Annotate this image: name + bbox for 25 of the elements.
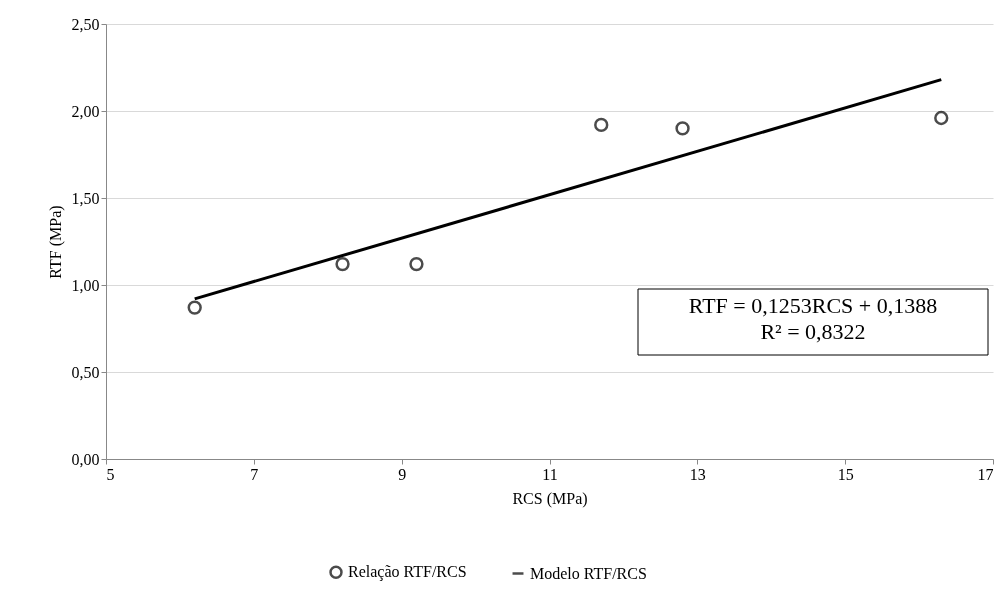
annotation: RTF = 0,1253RCS + 0,1388 <box>688 293 938 318</box>
point <box>594 117 609 133</box>
y-tick-label: 1,00 <box>71 276 100 294</box>
point <box>934 110 949 126</box>
y-tick-label: 2,50 <box>71 15 100 33</box>
x-tick-label: 13 <box>689 465 706 483</box>
point <box>335 256 350 272</box>
legend-label: Relação RTF/RCS <box>348 563 467 582</box>
y-tick-label: 2,00 <box>71 102 100 120</box>
point <box>187 300 202 315</box>
legend-label: Modelo RTF/RCS <box>530 564 647 582</box>
annotation: R² = 0,8322 <box>760 319 866 344</box>
x-axis-title: RCS (MPa) <box>512 489 588 508</box>
y-axis-title: RTF (MPa) <box>46 205 65 279</box>
y-tick-label: 0,50 <box>71 363 100 381</box>
x-tick-label: 17 <box>977 465 994 483</box>
y-tick-label: 0,00 <box>71 450 100 468</box>
point <box>409 256 424 272</box>
x-tick-label: 5 <box>106 465 115 483</box>
point <box>675 121 690 136</box>
x-tick-label: 15 <box>837 465 854 483</box>
x-tick-label: 9 <box>398 465 407 483</box>
x-tick-label: 7 <box>250 465 259 483</box>
x-tick-label: 11 <box>542 465 558 483</box>
y-tick-label: 1,50 <box>71 189 100 207</box>
